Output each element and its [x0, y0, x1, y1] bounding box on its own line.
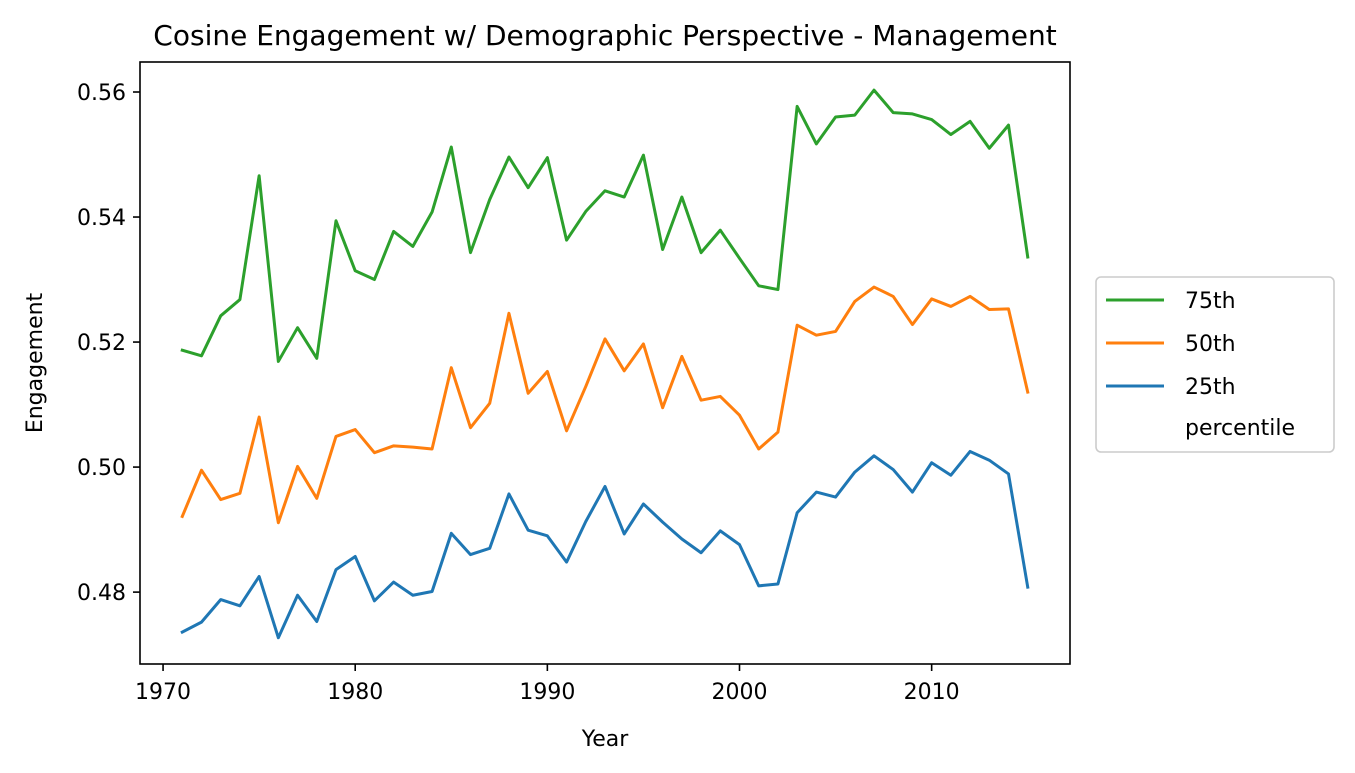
y-tick-label: 0.50: [77, 456, 126, 481]
legend-label-75th: 75th: [1185, 289, 1236, 314]
legend-label-50th: 50th: [1185, 332, 1236, 357]
series-line-25th: [180, 449, 1030, 640]
series-layer: [180, 88, 1030, 640]
y-tick-label: 0.48: [77, 581, 126, 606]
legend-entries: 75th 50th 25th: [1106, 289, 1236, 400]
x-tick-label: 2000: [712, 680, 768, 705]
x-tick-label: 1980: [327, 680, 383, 705]
series-line-75th: [180, 88, 1030, 363]
plot-frame: [139, 61, 1071, 665]
x-axis-label: Year: [581, 727, 630, 752]
series-line-50th: [180, 285, 1030, 525]
y-axis-label: Engagement: [23, 292, 48, 433]
legend-title: percentile: [1185, 416, 1295, 441]
x-tick-label: 1970: [135, 680, 191, 705]
legend-label-25th: 25th: [1185, 375, 1236, 400]
y-axis-ticks: 0.48 0.50 0.52 0.54 0.56: [77, 81, 140, 606]
y-tick-label: 0.54: [77, 206, 126, 231]
legend: 75th 50th 25th percentile: [1095, 276, 1335, 453]
y-tick-label: 0.52: [77, 331, 126, 356]
y-tick-label: 0.56: [77, 81, 126, 106]
x-tick-label: 1990: [519, 680, 575, 705]
x-tick-label: 2010: [904, 680, 960, 705]
x-axis-ticks: 1970 1980 1990 2000 2010: [135, 664, 960, 705]
legend-box: [1095, 276, 1335, 453]
chart-title: Cosine Engagement w/ Demographic Perspec…: [153, 19, 1056, 52]
